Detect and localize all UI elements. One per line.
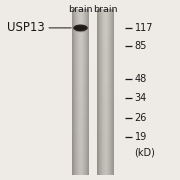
Bar [88, 9, 89, 175]
Bar [72, 141, 89, 150]
Bar [72, 9, 89, 17]
Bar [97, 166, 114, 175]
Text: 26: 26 [134, 113, 147, 123]
Bar [105, 9, 106, 175]
Text: 85: 85 [134, 41, 147, 51]
Text: brain: brain [93, 4, 118, 14]
Bar [97, 75, 114, 84]
Bar [78, 9, 79, 175]
Bar [77, 9, 78, 175]
Bar [87, 9, 88, 175]
Bar [97, 34, 114, 42]
Ellipse shape [73, 24, 88, 31]
Text: USP13: USP13 [7, 21, 44, 34]
Bar [74, 9, 75, 175]
Bar [103, 9, 104, 175]
Text: 19: 19 [134, 132, 147, 142]
Bar [112, 9, 113, 175]
Bar [97, 67, 114, 75]
Bar [72, 75, 89, 84]
Bar [72, 59, 89, 67]
Bar [72, 117, 89, 125]
Bar [97, 9, 114, 17]
Bar [97, 42, 114, 50]
Bar [113, 9, 114, 175]
Ellipse shape [75, 29, 86, 32]
Bar [72, 67, 89, 75]
Bar [72, 108, 89, 117]
Bar [97, 100, 114, 108]
Bar [99, 9, 100, 175]
Bar [97, 158, 114, 166]
Text: brain: brain [68, 4, 93, 14]
Bar [72, 50, 89, 59]
Bar [106, 9, 107, 175]
Bar [72, 26, 89, 34]
Bar [84, 9, 85, 175]
Bar [97, 92, 114, 100]
Bar [72, 84, 89, 92]
Ellipse shape [76, 27, 85, 29]
Text: 48: 48 [134, 74, 147, 84]
Bar [97, 26, 114, 34]
Text: (kD): (kD) [134, 147, 155, 157]
Bar [97, 59, 114, 67]
Bar [97, 108, 114, 117]
Bar [111, 9, 112, 175]
Bar [97, 141, 114, 150]
Bar [97, 84, 114, 92]
Bar [97, 150, 114, 158]
Bar [108, 9, 109, 175]
Bar [83, 9, 84, 175]
Bar [97, 125, 114, 133]
Bar [81, 9, 82, 175]
Bar [72, 100, 89, 108]
Bar [97, 133, 114, 141]
Bar [72, 9, 89, 175]
Bar [82, 9, 83, 175]
Bar [72, 34, 89, 42]
Bar [102, 9, 103, 175]
Bar [72, 158, 89, 166]
Bar [97, 117, 114, 125]
Bar [109, 9, 110, 175]
Bar [97, 50, 114, 59]
Bar [72, 166, 89, 175]
Bar [75, 9, 76, 175]
Bar [79, 9, 80, 175]
Bar [72, 125, 89, 133]
Bar [101, 9, 102, 175]
Bar [72, 92, 89, 100]
Bar [110, 9, 111, 175]
Bar [85, 9, 86, 175]
Bar [98, 9, 99, 175]
Bar [97, 9, 98, 175]
Bar [72, 133, 89, 141]
Bar [72, 17, 89, 26]
Bar [73, 9, 74, 175]
Bar [97, 17, 114, 26]
Ellipse shape [74, 26, 87, 30]
Bar [97, 9, 114, 175]
Bar [80, 9, 81, 175]
Bar [104, 9, 105, 175]
Bar [76, 9, 77, 175]
Bar [72, 150, 89, 158]
Bar [107, 9, 108, 175]
Text: 117: 117 [134, 23, 153, 33]
Bar [100, 9, 101, 175]
Bar [86, 9, 87, 175]
Bar [72, 42, 89, 50]
Bar [72, 9, 73, 175]
Text: 34: 34 [134, 93, 147, 103]
